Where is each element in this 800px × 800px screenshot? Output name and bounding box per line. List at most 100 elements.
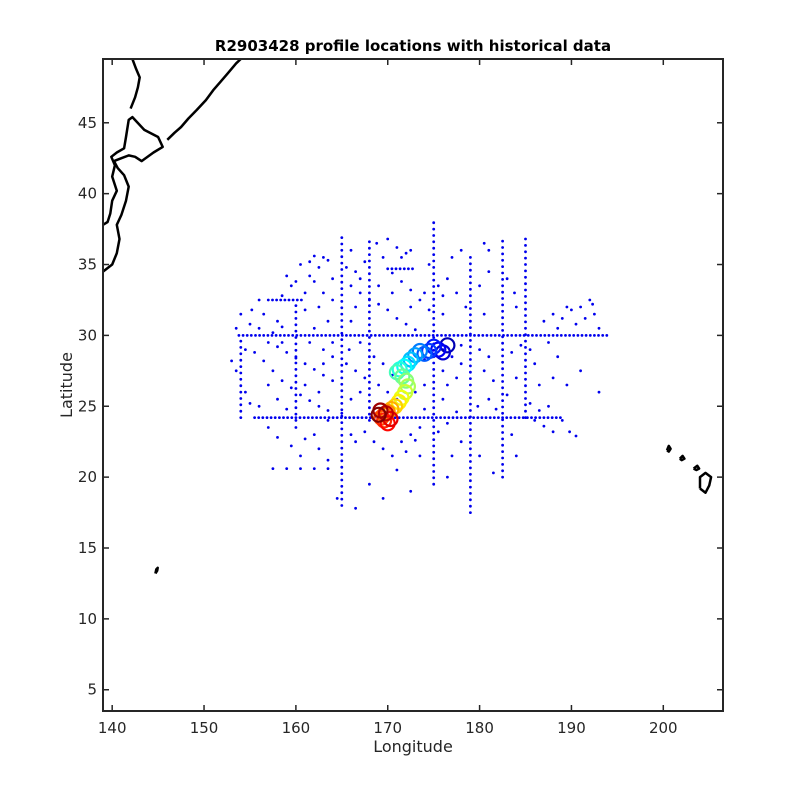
historical-point: [469, 472, 472, 476]
historical-point: [368, 272, 371, 276]
historical-point: [322, 373, 325, 377]
historical-point: [368, 355, 371, 359]
historical-point: [326, 409, 330, 412]
historical-point: [597, 334, 600, 337]
historical-point: [432, 368, 436, 371]
historical-point: [239, 371, 243, 375]
historical-point: [353, 334, 357, 337]
historical-point: [444, 334, 447, 337]
historical-point: [368, 253, 371, 256]
historical-point: [501, 252, 504, 256]
historical-point: [340, 459, 344, 463]
historical-point: [398, 334, 402, 337]
historical-point: [418, 454, 422, 458]
historical-point: [368, 482, 371, 486]
historical-point: [482, 241, 486, 245]
historical-point: [441, 369, 445, 373]
historical-point: [317, 266, 321, 269]
historical-point: [513, 416, 517, 419]
coastline-sakhalin: [129, 59, 141, 110]
historical-point: [506, 334, 509, 337]
float-profile-marker: [370, 406, 387, 423]
historical-point: [547, 341, 550, 344]
historical-point: [294, 399, 298, 403]
historical-point: [317, 305, 321, 309]
historical-point: [280, 341, 284, 344]
historical-point: [294, 393, 298, 397]
historical-point: [400, 280, 403, 283]
historical-point: [271, 298, 274, 302]
historical-point: [524, 320, 527, 324]
historical-point: [501, 405, 504, 409]
y-axis-ticks: 5 10 15 20 25 30 35 40 45: [78, 114, 723, 699]
historical-point: [230, 359, 234, 363]
historical-point: [432, 272, 436, 276]
historical-point: [239, 384, 243, 388]
historical-point: [294, 419, 298, 422]
historical-point: [510, 433, 514, 436]
historical-point: [386, 308, 390, 312]
historical-point: [432, 387, 436, 390]
historical-point: [432, 259, 436, 263]
historical-point: [239, 312, 243, 316]
historical-point: [432, 419, 436, 422]
historical-point: [550, 416, 554, 419]
historical-point: [360, 416, 364, 419]
historical-point: [364, 416, 368, 419]
historical-point: [294, 280, 298, 283]
historical-point: [432, 463, 436, 467]
historical-point: [274, 334, 278, 337]
historical-point: [317, 390, 321, 394]
historical-point: [275, 298, 278, 302]
historical-point: [303, 383, 307, 387]
historical-point: [308, 341, 312, 344]
historical-point: [315, 416, 318, 419]
historical-point: [311, 416, 314, 419]
historical-point: [308, 274, 312, 278]
x-axis-ticks: 140 150 160 170 180 190 200: [98, 59, 678, 737]
historical-point: [271, 369, 275, 373]
historical-point: [501, 309, 504, 313]
historical-point: [432, 425, 436, 429]
x-tick-label: 170: [373, 719, 402, 737]
historical-point: [418, 426, 422, 429]
historical-point: [331, 277, 334, 281]
historical-point: [501, 290, 504, 294]
historical-point: [349, 248, 353, 252]
historical-point: [492, 379, 495, 383]
historical-point: [354, 506, 357, 510]
historical-point: [501, 411, 504, 415]
historical-point: [410, 416, 413, 419]
historical-point: [497, 416, 500, 419]
historical-point: [524, 256, 527, 260]
historical-point: [276, 436, 279, 439]
historical-point: [312, 433, 316, 436]
historical-point: [340, 242, 344, 246]
historical-point: [368, 361, 371, 365]
historical-point: [473, 334, 476, 337]
historical-point: [432, 227, 436, 231]
historical-point: [289, 284, 293, 288]
historical-point: [319, 416, 323, 419]
historical-point: [469, 364, 472, 368]
historical-point: [239, 416, 243, 419]
historical-point: [469, 402, 472, 406]
historical-point: [597, 390, 601, 394]
historical-point: [234, 326, 238, 330]
float-profile-marker: [376, 412, 393, 429]
historical-point: [574, 434, 578, 438]
historical-point: [484, 416, 488, 419]
historical-point: [469, 339, 472, 342]
historical-point: [588, 334, 592, 337]
historical-point: [576, 334, 580, 337]
historical-point: [340, 274, 344, 278]
historical-point: [588, 298, 592, 302]
historical-point: [409, 433, 413, 436]
historical-point: [426, 416, 430, 419]
historical-point: [340, 248, 344, 252]
historical-point: [427, 334, 431, 337]
historical-point: [368, 310, 371, 314]
historical-point: [510, 351, 514, 354]
historical-point: [368, 368, 371, 371]
historical-point: [469, 485, 472, 489]
